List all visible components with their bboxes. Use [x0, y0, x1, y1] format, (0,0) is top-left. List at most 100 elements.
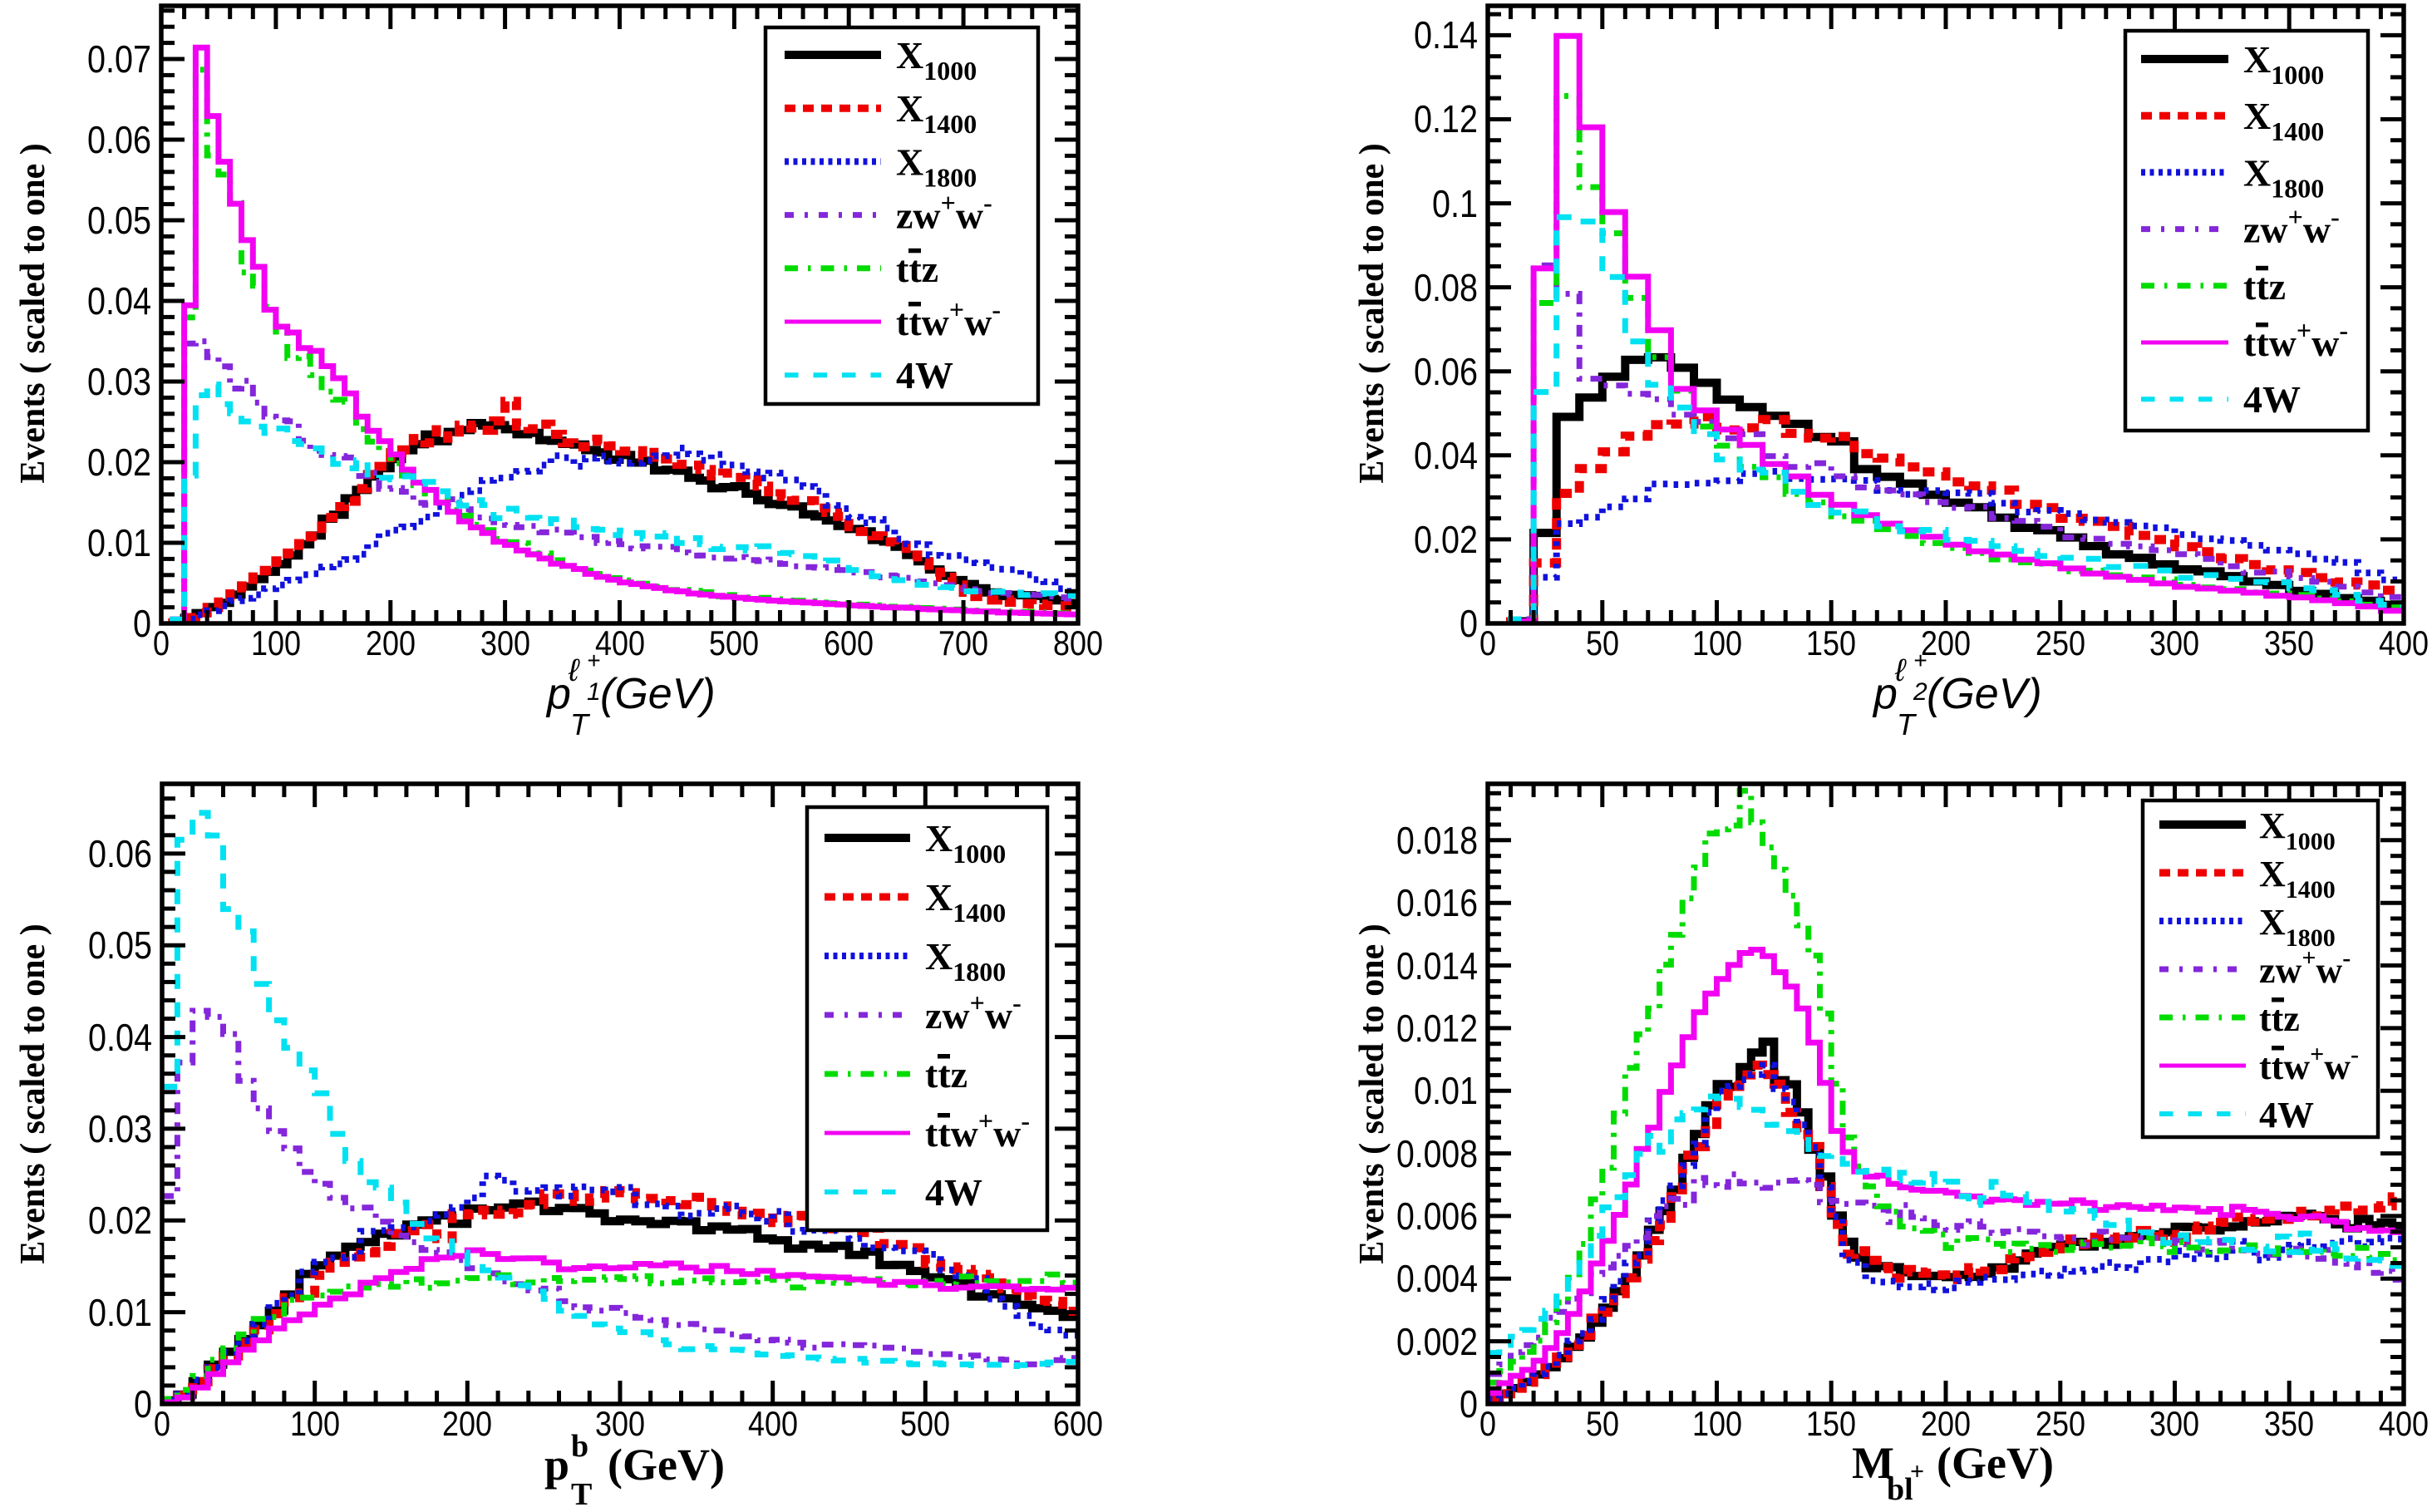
svg-text:400: 400: [2379, 1404, 2429, 1443]
svg-text:b: b: [571, 1429, 588, 1464]
svg-text:Events ( scaled to one ): Events ( scaled to one ): [14, 143, 52, 483]
svg-text:0.02: 0.02: [87, 441, 151, 484]
svg-text:0.14: 0.14: [1414, 13, 1478, 57]
svg-text:0.016: 0.016: [1396, 881, 1478, 924]
svg-text:200: 200: [442, 1404, 492, 1443]
svg-text:0: 0: [154, 1404, 170, 1443]
svg-text:0.06: 0.06: [87, 118, 151, 161]
svg-text:4W: 4W: [2243, 378, 2301, 421]
svg-text:Events ( scaled to one ): Events ( scaled to one ): [14, 923, 52, 1263]
svg-text:zw+w-: zw+w-: [2259, 944, 2351, 991]
svg-text:(GeV): (GeV): [608, 1440, 725, 1490]
svg-text:800: 800: [1053, 623, 1103, 662]
svg-text:0: 0: [1460, 602, 1478, 645]
svg-text:50: 50: [1586, 1404, 1619, 1443]
svg-text:bl: bl: [1887, 1472, 1913, 1507]
svg-text:ttz: ttz: [925, 1053, 967, 1096]
svg-text:200: 200: [1921, 623, 1971, 662]
svg-text:ttz: ttz: [2243, 265, 2286, 308]
svg-text:0: 0: [1460, 1382, 1478, 1426]
svg-text:50: 50: [1586, 623, 1619, 662]
svg-text:0.002: 0.002: [1396, 1320, 1478, 1363]
svg-text:(GeV): (GeV): [600, 670, 716, 718]
svg-text:0.07: 0.07: [87, 37, 151, 81]
svg-text:300: 300: [2149, 1404, 2199, 1443]
svg-text:Events ( scaled to one ): Events ( scaled to one ): [1353, 923, 1391, 1263]
svg-text:2: 2: [1913, 678, 1927, 706]
svg-text:T: T: [571, 1477, 592, 1512]
svg-text:ℓ: ℓ: [568, 653, 580, 688]
svg-text:400: 400: [748, 1404, 798, 1443]
svg-text:0.006: 0.006: [1396, 1194, 1478, 1238]
svg-text:0.04: 0.04: [1414, 434, 1478, 477]
svg-text:4W: 4W: [925, 1171, 982, 1214]
svg-text:zw+w-: zw+w-: [896, 188, 992, 237]
svg-text:0.04: 0.04: [87, 279, 151, 323]
svg-text:400: 400: [2379, 623, 2429, 662]
svg-text:500: 500: [900, 1404, 950, 1443]
svg-text:300: 300: [480, 623, 530, 662]
svg-text:p: p: [544, 1440, 569, 1490]
svg-text:4W: 4W: [896, 354, 953, 396]
svg-text:0.012: 0.012: [1396, 1007, 1478, 1050]
svg-text:4W: 4W: [2259, 1095, 2314, 1135]
svg-text:0.01: 0.01: [1414, 1069, 1478, 1112]
svg-text:0.018: 0.018: [1396, 819, 1478, 862]
svg-text:0.04: 0.04: [88, 1016, 152, 1059]
svg-text:ttz: ttz: [896, 248, 938, 290]
svg-text:ℓ: ℓ: [1894, 653, 1907, 688]
svg-text:0.014: 0.014: [1396, 944, 1478, 987]
svg-text:200: 200: [1921, 1404, 1971, 1443]
svg-text:100: 100: [290, 1404, 340, 1443]
svg-text:0.004: 0.004: [1396, 1257, 1478, 1300]
svg-text:0: 0: [153, 623, 170, 662]
svg-text:M: M: [1852, 1438, 1894, 1488]
svg-text:250: 250: [2036, 1404, 2085, 1443]
svg-text:0: 0: [133, 602, 151, 645]
svg-text:0.01: 0.01: [87, 521, 151, 564]
svg-text:0.03: 0.03: [87, 360, 151, 403]
svg-text:p: p: [1872, 670, 1898, 718]
svg-text:350: 350: [2264, 623, 2314, 662]
svg-text:0.05: 0.05: [88, 923, 152, 967]
svg-text:600: 600: [1053, 1404, 1103, 1443]
svg-text:150: 150: [1806, 623, 1856, 662]
svg-text:150: 150: [1806, 1404, 1856, 1443]
svg-text:0.01: 0.01: [88, 1291, 152, 1334]
svg-text:1: 1: [587, 678, 601, 706]
svg-text:400: 400: [595, 623, 645, 662]
svg-text:600: 600: [824, 623, 874, 662]
svg-text:0.06: 0.06: [88, 832, 152, 875]
svg-text:0.02: 0.02: [88, 1199, 152, 1242]
svg-text:p: p: [545, 670, 571, 718]
svg-text:0: 0: [1479, 623, 1496, 662]
svg-text:0.1: 0.1: [1432, 182, 1478, 225]
svg-text:350: 350: [2264, 1404, 2314, 1443]
svg-text:ttw+w-: ttw+w-: [925, 1106, 1030, 1155]
svg-text:0: 0: [1479, 1404, 1496, 1443]
svg-text:0.008: 0.008: [1396, 1132, 1478, 1175]
svg-text:0.05: 0.05: [87, 199, 151, 242]
svg-text:0.03: 0.03: [88, 1107, 152, 1150]
svg-text:(GeV): (GeV): [1927, 670, 2042, 718]
svg-text:T: T: [1897, 707, 1918, 741]
svg-text:+: +: [587, 648, 600, 673]
svg-text:0.02: 0.02: [1414, 518, 1478, 561]
svg-text:T: T: [570, 707, 591, 741]
svg-text:0: 0: [134, 1382, 152, 1426]
svg-text:ttw+w-: ttw+w-: [2243, 315, 2348, 364]
svg-text:500: 500: [709, 623, 759, 662]
svg-text:+: +: [1910, 1458, 1924, 1485]
svg-text:0.12: 0.12: [1414, 97, 1478, 140]
svg-text:100: 100: [1692, 1404, 1742, 1443]
svg-text:250: 250: [2036, 623, 2085, 662]
svg-text:ttw+w-: ttw+w-: [896, 294, 1001, 343]
svg-text:0.06: 0.06: [1414, 350, 1478, 393]
svg-text:100: 100: [1692, 623, 1742, 662]
svg-text:0.08: 0.08: [1414, 266, 1478, 309]
svg-text:+: +: [1913, 648, 1927, 673]
svg-text:Events ( scaled to one ): Events ( scaled to one ): [1353, 143, 1391, 483]
svg-text:100: 100: [251, 623, 301, 662]
svg-text:200: 200: [366, 623, 416, 662]
svg-text:700: 700: [938, 623, 988, 662]
